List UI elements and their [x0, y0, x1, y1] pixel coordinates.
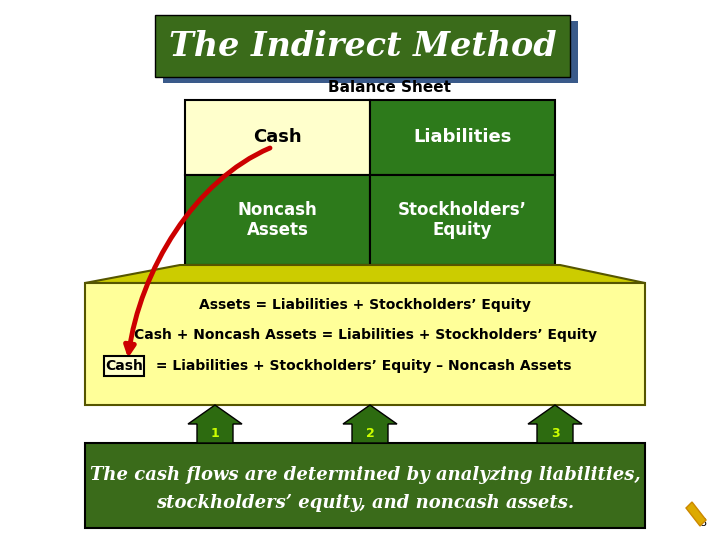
FancyBboxPatch shape: [370, 175, 555, 265]
Text: Cash: Cash: [253, 129, 302, 146]
Text: Noncash
Assets: Noncash Assets: [238, 200, 318, 239]
Polygon shape: [85, 265, 645, 283]
Text: Cash + Noncash Assets = Liabilities + Stockholders’ Equity: Cash + Noncash Assets = Liabilities + St…: [133, 328, 596, 342]
Text: Assets = Liabilities + Stockholders’ Equity: Assets = Liabilities + Stockholders’ Equ…: [199, 298, 531, 312]
Text: 8: 8: [699, 518, 706, 528]
Text: 3: 3: [551, 427, 559, 440]
FancyBboxPatch shape: [155, 15, 570, 77]
Text: = Liabilities + Stockholders’ Equity – Noncash Assets: = Liabilities + Stockholders’ Equity – N…: [151, 359, 572, 373]
Text: 2: 2: [366, 427, 374, 440]
Text: The cash flows are determined by analyzing liabilities,: The cash flows are determined by analyzi…: [90, 467, 640, 484]
Text: 1: 1: [211, 427, 220, 440]
FancyBboxPatch shape: [185, 100, 370, 175]
FancyBboxPatch shape: [104, 356, 144, 376]
FancyArrowPatch shape: [125, 148, 270, 353]
FancyBboxPatch shape: [370, 100, 555, 175]
Polygon shape: [188, 405, 242, 443]
Text: Liabilities: Liabilities: [413, 129, 512, 146]
FancyBboxPatch shape: [185, 175, 370, 265]
Text: stockholders’ equity, and noncash assets.: stockholders’ equity, and noncash assets…: [156, 494, 574, 511]
Text: The Indirect Method: The Indirect Method: [168, 30, 557, 63]
FancyBboxPatch shape: [85, 283, 645, 405]
FancyBboxPatch shape: [163, 21, 578, 83]
FancyBboxPatch shape: [85, 443, 645, 528]
Polygon shape: [528, 405, 582, 443]
Text: Balance Sheet: Balance Sheet: [328, 80, 451, 96]
Text: Stockholders’
Equity: Stockholders’ Equity: [398, 200, 527, 239]
Text: Cash: Cash: [105, 359, 143, 373]
Polygon shape: [343, 405, 397, 443]
Polygon shape: [686, 502, 706, 526]
